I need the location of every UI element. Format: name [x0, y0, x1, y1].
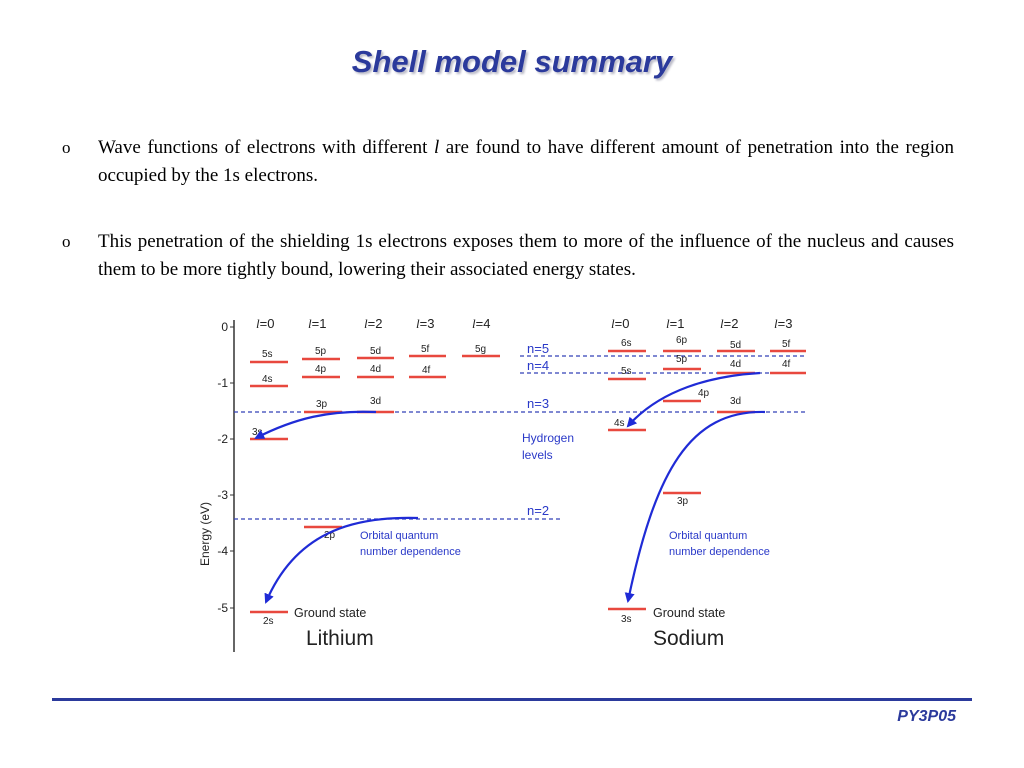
svg-text:5f: 5f — [421, 344, 430, 355]
svg-text:4s: 4s — [262, 374, 273, 385]
svg-text:l=4: l=4 — [472, 316, 490, 331]
svg-text:l=3: l=3 — [774, 316, 792, 331]
svg-text:l=2: l=2 — [364, 316, 382, 331]
svg-text:3s: 3s — [621, 614, 632, 625]
svg-text:5f: 5f — [782, 339, 791, 350]
orbital-note: Orbital quantum — [360, 530, 438, 542]
lithium-levels — [250, 354, 500, 614]
svg-text:5p: 5p — [676, 354, 688, 365]
bullet-item-2: o This penetration of the shielding 1s e… — [62, 228, 954, 284]
energy-axis-label: Energy (eV) — [198, 502, 212, 566]
tick-label: -3 — [217, 488, 228, 502]
bullet-marker: o — [62, 138, 71, 157]
svg-text:5s: 5s — [262, 349, 273, 360]
tick-label: -2 — [217, 432, 228, 446]
ground-state-label: Ground state — [653, 606, 725, 620]
tick-label: -4 — [217, 544, 228, 558]
svg-text:3d: 3d — [730, 396, 741, 407]
lithium-arrow-2p-to-2s — [264, 516, 419, 604]
svg-text:3p: 3p — [316, 399, 328, 410]
h-level-label: n=4 — [527, 358, 549, 373]
lithium-annotations: Ground state Orbital quantum number depe… — [294, 530, 461, 650]
footer-divider — [52, 698, 972, 701]
svg-text:5s: 5s — [621, 366, 632, 377]
svg-text:5g: 5g — [475, 344, 486, 355]
svg-text:5d: 5d — [370, 346, 381, 357]
footer-course-code: PY3P05 — [897, 708, 956, 725]
svg-text:l=1: l=1 — [308, 316, 326, 331]
svg-text:4d: 4d — [730, 359, 741, 370]
axis-ticks: 0 -1 -2 -3 -4 -5 — [217, 320, 228, 615]
sodium-column-headers: l=0 l=1 l=2 l=3 — [611, 316, 792, 331]
lithium-level-labels: 5s 4s 5p 4p 3p 5d 4d 3d 5f 4f 5g 3s 2p 2… — [252, 344, 486, 627]
sodium-level-labels: 6s 5s 4s 3s 6p 5p 4p 3p 5d 4d 3d 5f 4f — [614, 335, 791, 625]
lithium-arrow-3p-to-3s — [254, 410, 377, 439]
svg-text:5d: 5d — [730, 340, 741, 351]
hydrogen-caption: levels — [522, 448, 553, 462]
orbital-note: number dependence — [669, 546, 770, 558]
svg-text:2p: 2p — [324, 530, 336, 541]
hydrogen-levels — [234, 355, 805, 520]
svg-text:4s: 4s — [614, 418, 625, 429]
sodium-annotations: Ground state Orbital quantum number depe… — [653, 530, 770, 650]
h-level-label: n=3 — [527, 396, 549, 411]
hydrogen-caption: Hydrogen — [522, 431, 574, 445]
svg-text:3d: 3d — [370, 396, 381, 407]
hydrogen-labels: n=5 n=4 n=3 n=2 Hydrogen levels — [522, 341, 574, 518]
sodium-arrow-3d-to-3s — [624, 410, 766, 603]
svg-text:l=2: l=2 — [720, 316, 738, 331]
tick-label: -1 — [217, 376, 228, 390]
bullet-item-1: o Wave functions of electrons with diffe… — [62, 134, 954, 190]
energy-level-diagram: Energy (eV) 0 -1 -2 -3 -4 -5 n=5 n=4 n=3… — [198, 316, 806, 652]
ground-state-label: Ground state — [294, 606, 366, 620]
h-level-label: n=2 — [527, 503, 549, 518]
svg-text:l=0: l=0 — [256, 316, 274, 331]
bullet-text-1: Wave functions of electrons with differe… — [98, 137, 954, 186]
svg-text:l=3: l=3 — [416, 316, 434, 331]
svg-text:6s: 6s — [621, 338, 632, 349]
sodium-levels — [608, 349, 806, 611]
h-level-label: n=5 — [527, 341, 549, 356]
bullet-marker: o — [62, 232, 71, 251]
svg-text:3p: 3p — [677, 496, 689, 507]
svg-text:4f: 4f — [422, 365, 431, 376]
svg-text:4f: 4f — [782, 359, 791, 370]
lithium-column-headers: l=0 l=1 l=2 l=3 l=4 — [256, 316, 490, 331]
svg-text:5p: 5p — [315, 346, 327, 357]
element-name-sodium: Sodium — [653, 627, 724, 650]
sodium-arrow-4p-to-4s — [626, 371, 761, 428]
tick-label: 0 — [221, 320, 228, 334]
orbital-note: number dependence — [360, 546, 461, 558]
bullet-text-2: This penetration of the shielding 1s ele… — [98, 231, 954, 280]
svg-text:l=0: l=0 — [611, 316, 629, 331]
svg-text:6p: 6p — [676, 335, 688, 346]
svg-text:l=1: l=1 — [666, 316, 684, 331]
element-name-lithium: Lithium — [306, 627, 374, 650]
svg-text:4d: 4d — [370, 364, 381, 375]
bullet-list: o Wave functions of electrons with diffe… — [62, 134, 954, 322]
tick-label: -5 — [217, 601, 228, 615]
slide-title: Shell model summary — [351, 44, 673, 79]
svg-text:4p: 4p — [698, 388, 710, 399]
svg-text:4p: 4p — [315, 364, 327, 375]
orbital-note: Orbital quantum — [669, 530, 747, 542]
svg-text:2s: 2s — [263, 616, 274, 627]
